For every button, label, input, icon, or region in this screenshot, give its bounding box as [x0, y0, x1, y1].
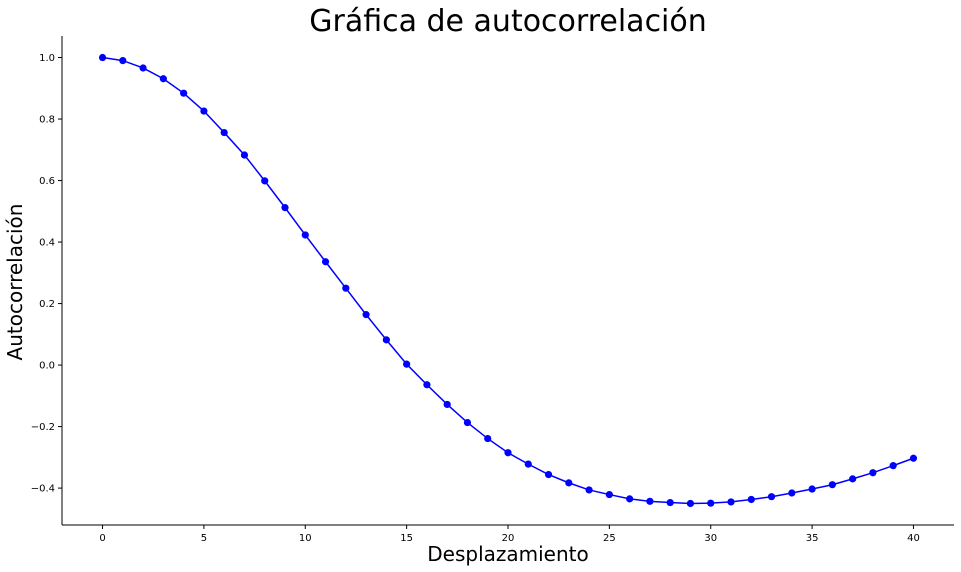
data-point	[301, 231, 309, 239]
data-point	[646, 497, 654, 505]
data-point	[98, 53, 107, 62]
data-point	[808, 485, 816, 493]
data-point	[403, 360, 411, 368]
data-point	[666, 498, 674, 507]
data-point	[869, 469, 877, 477]
data-point	[727, 498, 735, 506]
data-point	[524, 460, 532, 468]
y-tick-label: 0.8	[39, 115, 55, 126]
y-tick-label: 1.0	[39, 53, 55, 64]
y-tick-label: 0.0	[39, 361, 55, 372]
data-point	[463, 418, 472, 427]
data-point	[565, 479, 573, 487]
x-tick-label: 20	[502, 533, 515, 544]
chart-title: Gráfica de autocorrelación	[309, 4, 707, 39]
data-point	[342, 284, 350, 292]
x-tick-label: 30	[704, 533, 717, 544]
data-point	[767, 493, 776, 501]
data-point	[504, 449, 512, 457]
data-point	[707, 499, 715, 507]
y-tick-label: 0.4	[39, 238, 55, 249]
x-axis-label: Desplazamiento	[427, 542, 588, 566]
y-ticks: −0.4 −0.2 0.0 0.2 0.4 0.6 0.8 1.0	[31, 53, 62, 495]
data-point	[849, 475, 857, 483]
data-point	[626, 495, 634, 503]
data-point	[605, 490, 613, 499]
x-tick-label: 15	[400, 533, 413, 544]
data-point	[585, 486, 593, 494]
x-tick-label: 10	[299, 533, 312, 544]
data-point	[261, 177, 269, 185]
data-point	[788, 489, 796, 497]
y-tick-label: 0.6	[39, 176, 55, 187]
data-point	[220, 128, 228, 137]
data-point	[240, 151, 249, 159]
data-point	[544, 470, 553, 479]
data-point	[119, 57, 127, 65]
data-point	[443, 400, 451, 409]
x-tick-label: 35	[806, 533, 819, 544]
series-line	[102, 56, 914, 505]
data-point	[180, 89, 188, 97]
data-point	[889, 462, 897, 470]
data-point	[159, 75, 167, 83]
data-point	[139, 64, 147, 72]
x-tick-label: 5	[201, 533, 207, 544]
x-tick-label: 0	[99, 533, 105, 544]
y-axis-label: Autocorrelación	[3, 204, 27, 361]
data-point	[423, 381, 431, 389]
series-group	[98, 53, 918, 508]
y-tick-label: 0.2	[39, 299, 55, 310]
data-point	[686, 499, 695, 508]
x-tick-label: 40	[907, 533, 920, 544]
data-point	[382, 336, 390, 344]
y-tick-label: −0.4	[31, 484, 55, 495]
data-point	[321, 258, 330, 266]
data-point	[909, 454, 918, 462]
data-point	[747, 495, 755, 504]
x-tick-label: 25	[603, 533, 616, 544]
data-point	[200, 107, 208, 115]
data-point	[281, 204, 289, 212]
x-ticks: 0 5 10 15 20 25 30 35 40	[99, 525, 920, 544]
data-point	[484, 434, 492, 443]
y-tick-label: −0.2	[31, 422, 55, 433]
data-point	[828, 481, 836, 489]
data-point	[362, 311, 370, 319]
